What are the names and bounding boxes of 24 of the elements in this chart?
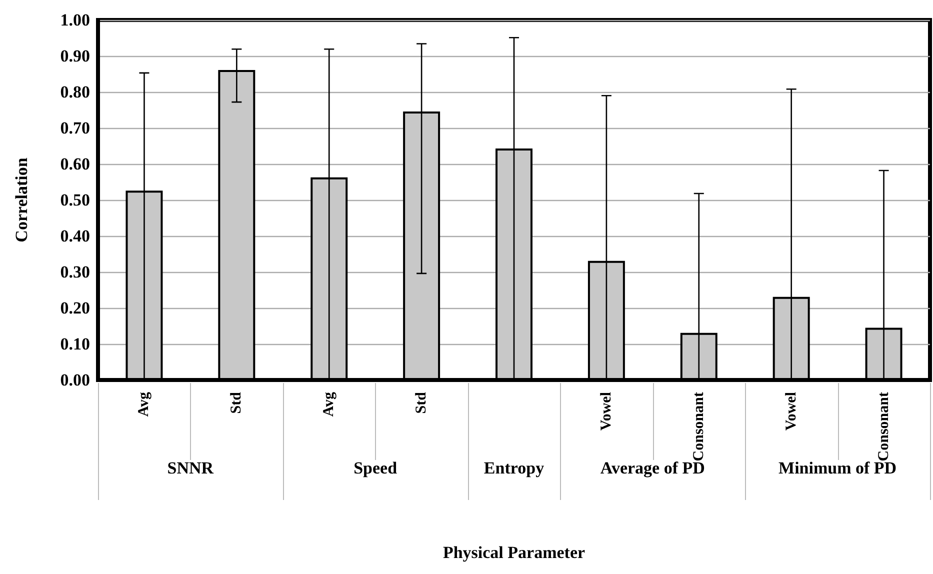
y-tick-label: 0.30 xyxy=(60,262,90,282)
x-tick-label: Consonant xyxy=(876,392,892,462)
y-tick-label: 0.40 xyxy=(60,226,90,246)
y-axis-title: Correlation xyxy=(12,157,31,242)
x-tick-label: Std xyxy=(414,391,430,414)
y-tick-label: 0.50 xyxy=(60,190,90,210)
y-tick-label: 0.90 xyxy=(60,46,90,66)
y-tick-label: 0.80 xyxy=(60,82,90,102)
y-tick-label: 0.20 xyxy=(60,298,90,318)
x-tick-label: Avg xyxy=(136,392,152,417)
y-tick-label: 0.00 xyxy=(60,370,90,390)
y-tick-label: 1.00 xyxy=(60,10,90,30)
text: Speed xyxy=(354,458,398,478)
x-tick-label: Vowel xyxy=(598,392,614,431)
y-tick-label: 0.60 xyxy=(60,154,90,174)
x-tick-label: Vowel xyxy=(783,392,800,431)
text: Entropy xyxy=(484,458,545,478)
x-axis-title: Physical Parameter xyxy=(442,543,586,562)
x-tick-label: Consonant xyxy=(690,392,707,462)
y-tick-label: 0.10 xyxy=(60,334,90,354)
text: SNNR xyxy=(167,458,214,478)
x-tick-label: Avg xyxy=(321,392,338,417)
x-tick-label: Std xyxy=(228,391,245,414)
y-tick-label: 0.70 xyxy=(60,118,90,138)
